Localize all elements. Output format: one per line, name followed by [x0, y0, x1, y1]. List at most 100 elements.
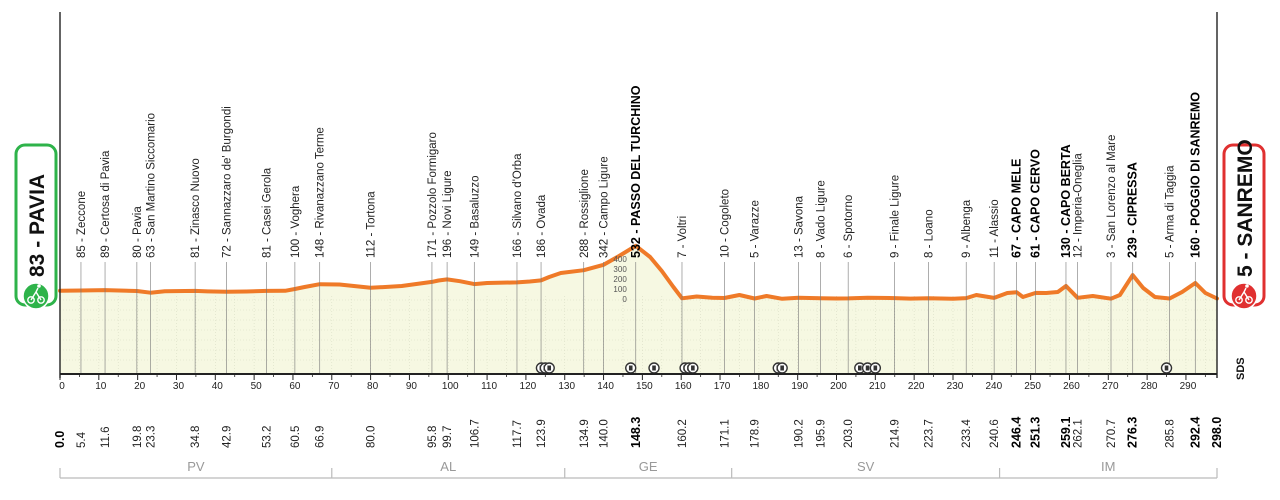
km-label: 292.4: [1188, 417, 1202, 448]
place-label: 6 - Spotorno: [843, 195, 855, 258]
province-bar: PV AL GE SV IM: [59, 459, 1218, 479]
km-axis-tick-label: 260: [1063, 381, 1080, 392]
place-label: 100 - Voghera: [290, 185, 302, 258]
profile-line: [58, 243, 1219, 301]
km-label: 23.3: [145, 426, 157, 448]
km-label: 5.4: [76, 431, 88, 448]
start-badge-wheel-icon: [37, 296, 45, 304]
place-label: 63 - San Martino Siccomario: [145, 113, 157, 258]
km-axis-tick-label: 140: [597, 381, 614, 392]
place-label: 3 - San Lorenzo al Mare: [1106, 135, 1118, 258]
km-label: 251.3: [1029, 417, 1043, 448]
province-label: PV: [187, 459, 205, 474]
km-label: 106.7: [469, 419, 481, 448]
place-label: 13 - Savona: [793, 195, 805, 258]
km-axis-tick-label: 80: [367, 381, 379, 392]
km-axis-tick-label: 240: [985, 381, 1002, 392]
km-axis-tick-label: 70: [328, 381, 340, 392]
place-label: 532 - PASSO DEL TURCHINO: [629, 85, 643, 258]
km-label: 60.5: [290, 426, 302, 448]
km-label: 223.7: [924, 419, 936, 448]
elevation-scale-label: 400: [613, 255, 627, 264]
km-axis-tick-label: 280: [1141, 381, 1158, 392]
km-label: 246.4: [1010, 417, 1024, 448]
place-label: 342 - Campo Ligure: [599, 156, 611, 258]
km-axis-tick-label: 60: [289, 381, 301, 392]
km-label: 276.3: [1126, 417, 1140, 448]
service-icon-mark: [873, 365, 878, 371]
finish-badge-rider-icon: [1238, 287, 1250, 301]
place-labels: 85 - Zeccone 89 - Certosa di Pavia 80 - Pa…: [76, 85, 1202, 258]
place-label: 9 - Albenga: [961, 199, 973, 258]
sds-logo: SDS: [1235, 357, 1247, 380]
profile-background: [60, 245, 1217, 374]
km-axis-tick-label: 30: [173, 381, 185, 392]
province-label: AL: [440, 459, 456, 474]
km-label: 42.9: [222, 426, 234, 448]
service-icon-mark: [865, 365, 870, 371]
km-axis-tick-label: 0: [59, 381, 65, 392]
place-label: 112 - Tortona: [366, 191, 378, 258]
km-axis: 0 10 20 30 40 50 60 70 80 90 100 110 120 130 140 150 160…: [59, 12, 1218, 392]
place-label: 196 - Novi Ligure: [442, 170, 454, 258]
km-axis-tick-label: 160: [675, 381, 692, 392]
place-label: 171 - Pozzolo Formigaro: [427, 132, 439, 258]
km-axis-tick-label: 290: [1180, 381, 1197, 392]
profile-grid: [60, 296, 1217, 374]
place-label: 81 - Zinasco Nuovo: [190, 158, 202, 258]
km-axis-tick-label: 250: [1024, 381, 1041, 392]
finish-badge-cyclist-icon: [1230, 282, 1258, 310]
km-label: 203.0: [843, 419, 855, 448]
km-axis-tick-label: 40: [212, 381, 224, 392]
km-label: 117.7: [512, 420, 524, 448]
service-icon-mark: [780, 365, 784, 371]
place-label: 11 - Alassio: [989, 199, 1001, 258]
service-icon-mark: [1164, 365, 1169, 371]
km-label: 195.9: [816, 419, 828, 448]
start-badge-wheel-icon: [27, 296, 35, 304]
place-label: 130 - CAPO BERTA: [1059, 144, 1073, 258]
km-axis-tick-label: 130: [558, 381, 575, 392]
place-label: 61 - CAPO CERVO: [1029, 149, 1043, 258]
place-label: 9 - Finale Ligure: [889, 175, 901, 258]
elevation-scale-label: 200: [613, 275, 627, 284]
km-label: 11.6: [100, 426, 112, 448]
km-label: 160.2: [677, 419, 689, 448]
place-label: 8 - Loano: [924, 209, 936, 258]
km-axis-tick-label: 150: [636, 381, 653, 392]
place-label: 85 - Zeccone: [76, 191, 88, 258]
km-axis-tick-label: 200: [830, 381, 847, 392]
place-label: 80 - Pavia: [132, 206, 144, 258]
elevation-scale-label: 100: [613, 285, 627, 294]
place-marker-lines: [80, 262, 1196, 374]
km-axis-tick-label: 50: [251, 381, 263, 392]
place-label: 149 - Basaluzzo: [469, 176, 481, 258]
km-label: 262.1: [1073, 419, 1085, 448]
km-axis-tick-label: 120: [520, 381, 537, 392]
service-icon-mark: [628, 365, 633, 371]
place-label: 81 - Casei Gerola: [262, 167, 274, 258]
service-icon-mark: [858, 365, 862, 371]
km-label: 178.9: [750, 419, 762, 448]
place-label: 288 - Rossiglione: [579, 169, 591, 258]
finish-badge-rider-head-icon: [1245, 284, 1249, 288]
place-label: 72 - Sannazzaro de' Burgondi: [222, 106, 234, 258]
place-label: 160 - POGGIO DI SANREMO: [1188, 92, 1202, 258]
km-label: 285.8: [1165, 419, 1177, 448]
start-finish-badges: 83 - PAVIA 5 - SANREMO SDS: [14, 139, 1266, 380]
km-axis-tick-label: 110: [481, 381, 497, 392]
place-label: 186 - Ovada: [536, 194, 548, 258]
start-badge-rider-icon: [30, 287, 42, 301]
km-axis-tick-label: 90: [406, 381, 418, 392]
km-label: 140.0: [599, 419, 611, 448]
km-axis-tick-label: 190: [791, 381, 808, 392]
place-label: 89 - Certosa di Pavia: [100, 150, 112, 258]
place-label: 5 - Varazze: [750, 200, 762, 258]
km-label: 19.8: [132, 426, 144, 448]
place-label: 148 - Rivanazzano Terme: [315, 127, 327, 258]
km-label: 148.3: [629, 417, 643, 448]
km-axis-tick-label: 230: [947, 381, 964, 392]
km-axis-tick-label: 210: [869, 381, 886, 392]
